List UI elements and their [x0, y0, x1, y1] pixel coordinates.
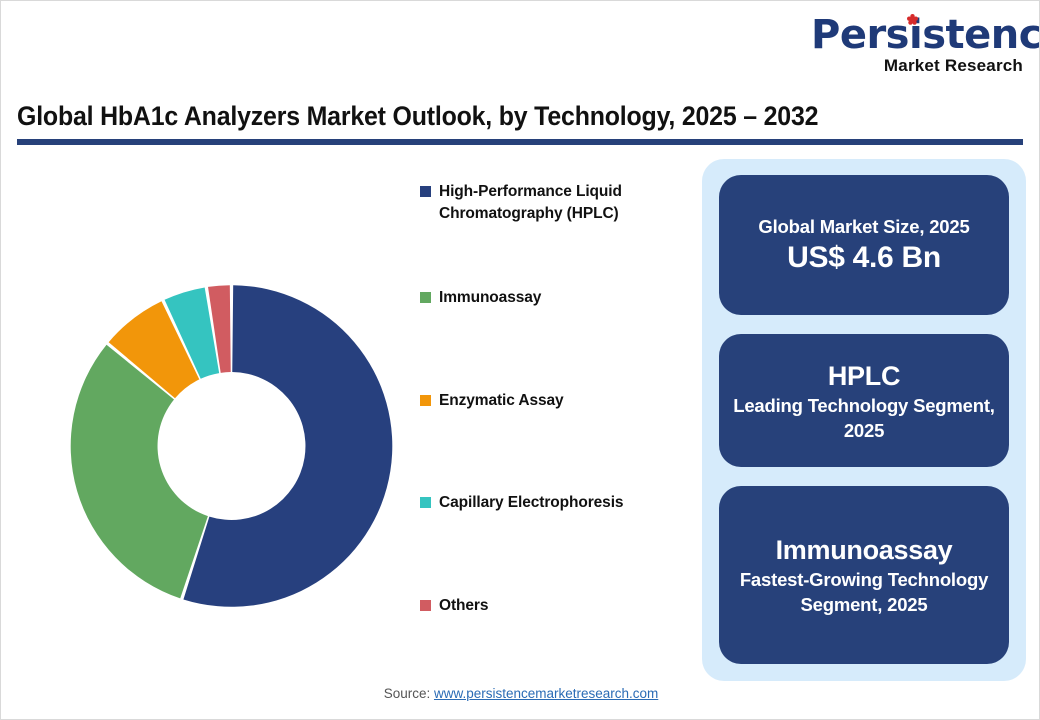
legend-label-others: Others — [439, 597, 489, 614]
legend-item-immunoassay[interactable]: Immunoassay — [420, 287, 682, 309]
brand-name: Persistence — [811, 12, 1040, 58]
donut-slice[interactable] — [70, 344, 208, 599]
stats-panel: Global Market Size, 2025 US$ 4.6 Bn HPLC… — [702, 159, 1026, 681]
legend-label-immunoassay: Immunoassay — [439, 289, 542, 306]
donut-chart — [56, 251, 406, 651]
stat-card-market-size: Global Market Size, 2025 US$ 4.6 Bn — [719, 175, 1009, 315]
legend-label-hplc: High-Performance Liquid Chromatography (… — [439, 183, 622, 222]
donut-slice[interactable] — [183, 285, 393, 607]
brand-tagline: Market Research — [883, 56, 1023, 75]
title-underline — [17, 139, 1023, 145]
donut-slices — [70, 285, 393, 607]
stat-card-market-size-value: US$ 4.6 Bn — [787, 240, 941, 274]
legend-swatch-hplc — [420, 186, 431, 197]
legend-swatch-enzymatic-assay — [420, 395, 431, 406]
legend-label-enzymatic-assay: Enzymatic Assay — [439, 392, 564, 409]
source-prefix: Source: — [383, 686, 434, 701]
title-block: Global HbA1c Analyzers Market Outlook, b… — [17, 99, 1023, 145]
stat-card-leading-technology-sub: Leading Technology Segment, 2025 — [733, 394, 995, 441]
stat-card-fastest-growing-sub: Fastest-Growing Technology Segment, 2025 — [739, 569, 989, 615]
legend-item-capillary-electrophoresis[interactable]: Capillary Electrophoresis — [420, 492, 682, 514]
brand-logo: Persistence Market Research — [811, 12, 1040, 77]
legend-swatch-others — [420, 600, 431, 611]
legend-label-capillary-electrophoresis: Capillary Electrophoresis — [439, 494, 624, 511]
legend-item-enzymatic-assay[interactable]: Enzymatic Assay — [420, 390, 682, 412]
legend-item-others[interactable]: Others — [420, 595, 682, 617]
page-title: Global HbA1c Analyzers Market Outlook, b… — [17, 101, 819, 131]
legend-swatch-capillary-electrophoresis — [420, 497, 431, 508]
stat-card-leading-technology: HPLC Leading Technology Segment, 2025 — [719, 334, 1009, 467]
stat-card-market-size-head: Global Market Size, 2025 — [758, 215, 970, 237]
donut-chart-svg — [70, 285, 393, 607]
source-line: Source: www.persistencemarketresearch.co… — [1, 686, 1039, 701]
legend-swatch-immunoassay — [420, 292, 431, 303]
donut-slice[interactable] — [108, 301, 200, 399]
stat-card-leading-technology-value: HPLC — [827, 360, 901, 391]
stat-card-fastest-growing: Immunoassay Fastest-Growing Technology S… — [719, 486, 1009, 664]
legend-item-hplc[interactable]: High-Performance Liquid Chromatography (… — [420, 181, 682, 225]
stat-card-fastest-growing-value: Immunoassay — [775, 535, 953, 565]
donut-slice[interactable] — [164, 287, 220, 379]
chart-legend: High-Performance Liquid Chromatography (… — [420, 181, 682, 631]
source-url-link[interactable]: www.persistencemarketresearch.com — [433, 686, 659, 701]
donut-slice[interactable] — [208, 285, 231, 373]
